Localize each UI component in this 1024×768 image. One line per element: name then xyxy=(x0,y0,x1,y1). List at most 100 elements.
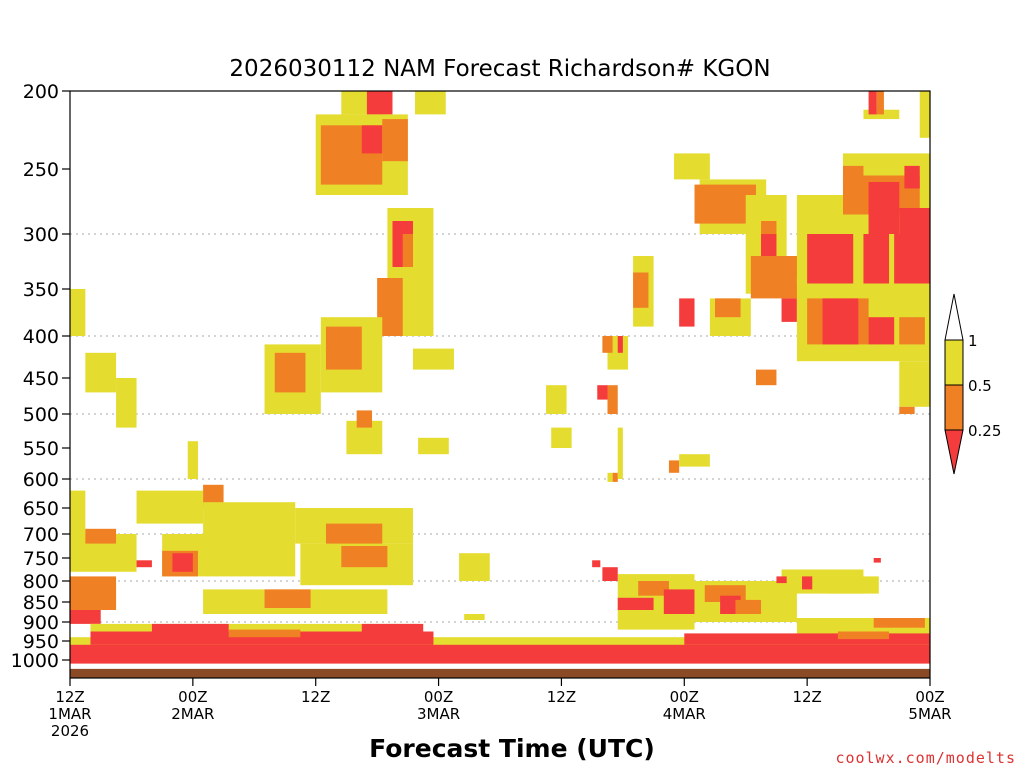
ri-cell-yellow-67 xyxy=(551,427,572,448)
ri-cell-red-36 xyxy=(136,560,152,568)
y-tick-label-450: 450 xyxy=(23,368,59,390)
ri-cell-orange-52 xyxy=(735,599,762,614)
ri-cell-orange-6 xyxy=(382,119,408,162)
ri-cell-red-62 xyxy=(617,336,623,353)
legend-label-0: 1 xyxy=(968,332,978,350)
y-tick-label-800: 800 xyxy=(23,571,59,593)
credit-text: coolwx.com/modelts xyxy=(835,749,1016,767)
ri-cell-orange-64 xyxy=(607,385,618,414)
y-tick-label-1000: 1000 xyxy=(11,650,59,672)
ground-strip xyxy=(70,668,930,678)
ri-cell-orange-76 xyxy=(750,256,803,299)
x-tick-date-60: 4MAR xyxy=(663,705,706,723)
x-tick-label-24: 12Z xyxy=(301,688,330,706)
ri-cell-orange-38 xyxy=(70,576,117,610)
color-legend: 1 0.5 0.25 xyxy=(944,293,1001,475)
x-tick-label-48: 12Z xyxy=(547,688,576,706)
ri-cell-red-108 xyxy=(70,644,930,664)
ri-cell-yellow-101 xyxy=(899,361,930,407)
chart-title: 2026030112 NAM Forecast Richardson# KGON xyxy=(229,56,770,82)
ri-cell-orange-78 xyxy=(633,272,649,308)
ri-cell-orange-100 xyxy=(876,91,884,115)
ri-cell-red-82 xyxy=(781,298,797,322)
legend-swatch-above-1 xyxy=(944,293,964,341)
y-tick-label-500: 500 xyxy=(23,404,59,426)
ri-cell-red-114 xyxy=(684,633,930,645)
ri-cell-yellow-26 xyxy=(203,502,296,534)
ri-cell-red-48 xyxy=(592,560,601,568)
ri-cell-red-112 xyxy=(361,623,424,632)
x-tick-label-12: 00Z xyxy=(178,688,207,706)
ri-cell-orange-104 xyxy=(755,369,777,386)
ri-cell-red-54 xyxy=(776,576,787,584)
ri-cell-yellow-16 xyxy=(70,289,86,336)
ri-cell-yellow-17 xyxy=(85,352,117,393)
ri-cell-red-63 xyxy=(597,385,608,400)
ri-cell-yellow-66 xyxy=(546,385,567,414)
ri-cell-orange-40 xyxy=(264,589,311,608)
y-tick-label-250: 250 xyxy=(23,159,59,181)
ri-cell-yellow-42 xyxy=(464,614,485,620)
y-tick-label-900: 900 xyxy=(23,612,59,634)
ri-cell-red-79 xyxy=(679,298,695,327)
ri-cell-orange-113 xyxy=(228,629,301,638)
y-tick-label-550: 550 xyxy=(23,438,59,460)
legend-label-2: 0.25 xyxy=(968,422,1001,440)
ri-cell-red-44 xyxy=(617,597,654,610)
legend-swatch-below-0-25 xyxy=(944,429,964,475)
ri-cell-yellow-19 xyxy=(418,437,449,455)
ri-cell-orange-9 xyxy=(402,234,413,267)
ri-cell-red-5 xyxy=(361,125,383,154)
plot-frame xyxy=(69,90,931,679)
ri-cell-yellow-0 xyxy=(415,91,446,115)
ri-cell-orange-81 xyxy=(715,298,741,318)
y-tick-label-300: 300 xyxy=(23,224,59,246)
ri-cell-yellow-22 xyxy=(187,441,198,479)
ri-cell-orange-58 xyxy=(873,618,925,628)
x-tick-date-0: 1MAR xyxy=(48,705,91,723)
ri-cell-red-41 xyxy=(70,610,101,624)
ri-cell-red-90 xyxy=(863,234,890,284)
ri-cell-red-86 xyxy=(868,317,895,345)
ri-cell-red-91 xyxy=(894,234,930,284)
x-tick-label-36: 00Z xyxy=(424,688,453,706)
ri-cell-red-95 xyxy=(899,208,930,234)
ri-cell-yellow-37 xyxy=(459,553,490,581)
ri-cell-orange-102 xyxy=(899,406,915,414)
ri-cell-red-85 xyxy=(822,298,859,345)
ri-cell-orange-87 xyxy=(899,317,925,345)
ri-cell-orange-14 xyxy=(274,352,306,393)
legend-label-1: 0.5 xyxy=(968,377,992,395)
ri-cell-orange-97 xyxy=(842,165,864,182)
legend-swatch-0-5-to-1 xyxy=(944,339,964,386)
ri-cell-red-47 xyxy=(602,567,618,581)
ri-cell-red-55 xyxy=(802,576,813,590)
ri-cell-orange-61 xyxy=(602,336,613,353)
ri-cell-orange-30 xyxy=(85,528,117,544)
x-tick-date-84: 5MAR xyxy=(908,705,951,723)
ri-cell-yellow-18 xyxy=(116,378,137,428)
x-tick-date-12: 2MAR xyxy=(171,705,214,723)
x-tick-label-84: 00Z xyxy=(915,688,944,706)
ri-cell-orange-12 xyxy=(325,326,362,370)
x-axis-label: Forecast Time (UTC) xyxy=(369,734,655,763)
ri-cell-orange-21 xyxy=(356,410,373,428)
ri-cell-yellow-103 xyxy=(919,91,930,138)
ri-cell-yellow-56 xyxy=(827,576,879,594)
ri-cell-yellow-70 xyxy=(674,153,710,180)
y-tick-label-200: 200 xyxy=(23,81,59,103)
ri-cell-yellow-65 xyxy=(617,427,623,479)
ri-cell-red-59 xyxy=(873,558,881,563)
ri-cell-yellow-23 xyxy=(70,490,86,534)
y-tick-label-700: 700 xyxy=(23,524,59,546)
legend-swatch-0-25-to-0-5 xyxy=(944,384,964,431)
ri-cell-red-94 xyxy=(868,182,900,234)
ri-cell-orange-69 xyxy=(612,472,618,482)
ri-cell-yellow-110 xyxy=(90,623,419,632)
ri-cell-red-99 xyxy=(868,91,877,115)
ri-cell-red-89 xyxy=(807,234,854,284)
x-tick-label-60: 00Z xyxy=(670,688,699,706)
ri-cell-red-33 xyxy=(172,553,193,572)
